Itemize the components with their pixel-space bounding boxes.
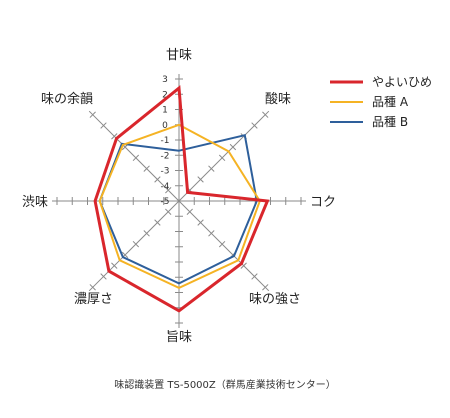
axis-tick [100,273,107,280]
category-label: 味の余韻 [41,91,93,107]
axis-tick [132,154,140,162]
tick-label: 0 [162,121,168,131]
tick-labels: 3 2 1 0 -1 -2 -3 -4 -5 [161,75,170,207]
axis-tick [186,208,193,215]
axis-tick [165,187,172,194]
tick-label: -5 [161,197,170,207]
legend-label: 品種 A [372,95,409,109]
tick-label: 3 [162,75,168,85]
series-lines [93,85,270,313]
axis-tick [111,133,118,140]
axis-line [178,110,270,202]
axis-line [88,110,180,202]
axis-tick [111,262,118,269]
tick-label: -4 [161,182,170,192]
axis-tick [121,251,129,259]
tick-label: 2 [162,90,168,100]
category-label: 渋味 [22,195,48,210]
tick-label: 1 [162,106,168,116]
axis-tick [143,165,150,172]
axis-tick [251,122,258,129]
axis-tick [89,284,96,291]
axis-tick [208,165,215,172]
axis-tick [89,111,96,118]
axis-tick [218,154,226,162]
category-label: 旨味 [166,330,192,345]
tick-label: -2 [161,151,170,161]
axis-tick [262,284,269,291]
axis-tick [229,143,237,151]
category-label: コク [310,195,336,210]
axis-tick [197,176,204,183]
axis-tick [132,240,140,248]
category-label: 甘味 [166,48,192,63]
axis-tick [154,176,161,183]
axis-tick [100,122,107,129]
axis-tick [218,240,226,248]
legend-label: やよいひめ [372,75,432,89]
legend-label: 品種 B [372,115,408,129]
source-caption: 味認識装置 TS-5000Z（群馬産業技術センター） [114,380,336,391]
axis-tick [154,219,161,226]
axis-tick [143,230,150,237]
axis-tick [165,208,172,215]
tick-label: -1 [161,136,170,146]
category-label: 酸味 [265,92,291,107]
axis-tick [262,111,269,118]
axis-tick [251,273,258,280]
tick-label: -3 [161,167,170,177]
axis-tick [208,230,215,237]
category-label: 濃厚さ [74,292,113,307]
category-label: 味の強さ [249,292,301,307]
series-line [98,123,261,290]
series-line [93,85,270,313]
axis-line [178,200,270,292]
axis-tick [240,262,247,269]
axis-line [88,200,180,292]
axis-tick [197,219,204,226]
radar-axes [52,74,306,328]
